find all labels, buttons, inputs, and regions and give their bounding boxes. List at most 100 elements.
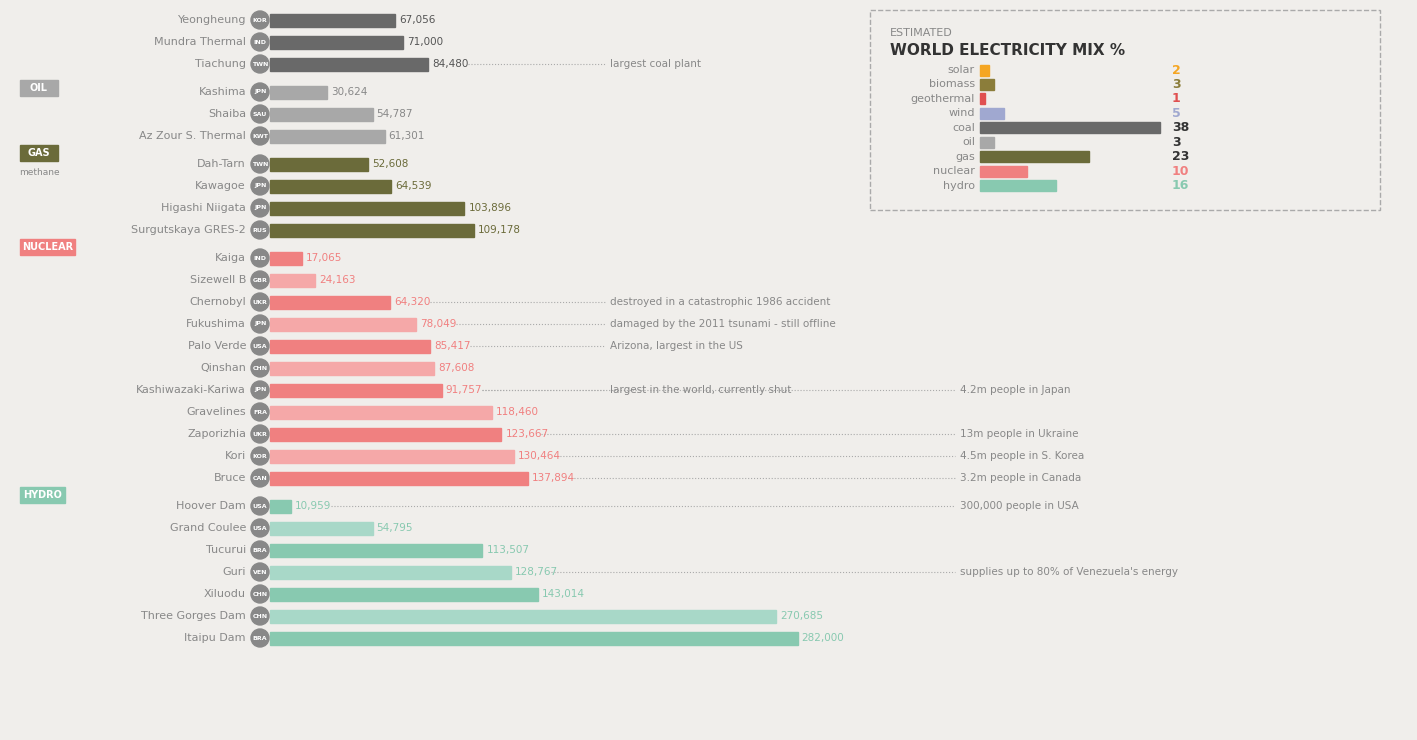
- Circle shape: [251, 519, 269, 537]
- Text: 130,464: 130,464: [519, 451, 561, 461]
- Bar: [271, 383, 442, 397]
- Text: Gravelines: Gravelines: [187, 407, 247, 417]
- Text: geothermal: geothermal: [911, 94, 975, 104]
- Text: Kawagoe: Kawagoe: [196, 181, 247, 191]
- Circle shape: [251, 177, 269, 195]
- Bar: [981, 108, 1003, 119]
- Text: UKR: UKR: [252, 431, 268, 437]
- Text: Three Gorges Dam: Three Gorges Dam: [142, 611, 247, 621]
- Text: Zaporizhia: Zaporizhia: [187, 429, 247, 439]
- Circle shape: [251, 315, 269, 333]
- Bar: [271, 223, 475, 237]
- Bar: [271, 86, 327, 98]
- Circle shape: [251, 541, 269, 559]
- Text: 128,767: 128,767: [514, 567, 558, 577]
- Circle shape: [251, 447, 269, 465]
- Bar: [271, 130, 384, 143]
- Text: RUS: RUS: [252, 227, 268, 232]
- Text: 143,014: 143,014: [541, 589, 585, 599]
- Text: 3: 3: [1172, 135, 1180, 149]
- Bar: [20, 145, 58, 161]
- Circle shape: [251, 629, 269, 647]
- Bar: [981, 79, 995, 90]
- Text: biomass: biomass: [930, 79, 975, 90]
- Bar: [20, 239, 75, 255]
- Text: CHN: CHN: [252, 366, 268, 371]
- Circle shape: [251, 105, 269, 123]
- Circle shape: [251, 381, 269, 399]
- Circle shape: [251, 155, 269, 173]
- Circle shape: [251, 221, 269, 239]
- Circle shape: [251, 271, 269, 289]
- Text: Yeongheung: Yeongheung: [177, 15, 247, 25]
- Text: IND: IND: [254, 39, 266, 44]
- Text: 54,787: 54,787: [377, 109, 412, 119]
- Bar: [981, 64, 989, 75]
- Bar: [20, 80, 58, 95]
- Text: TWN: TWN: [252, 161, 268, 166]
- Text: 78,049: 78,049: [419, 319, 456, 329]
- Bar: [981, 122, 1161, 133]
- Text: hydro: hydro: [942, 181, 975, 191]
- Bar: [271, 201, 465, 215]
- Text: Chernobyl: Chernobyl: [190, 297, 247, 307]
- Bar: [271, 565, 512, 579]
- Text: WORLD ELECTRICITY MIX %: WORLD ELECTRICITY MIX %: [890, 43, 1125, 58]
- Bar: [981, 180, 1056, 191]
- Text: 3: 3: [1172, 78, 1180, 91]
- Text: Kaiga: Kaiga: [215, 253, 247, 263]
- Text: 23: 23: [1172, 150, 1189, 163]
- Text: Xiluodu: Xiluodu: [204, 589, 247, 599]
- Circle shape: [251, 293, 269, 311]
- Bar: [271, 107, 373, 121]
- Text: USA: USA: [252, 343, 268, 349]
- Text: ESTIMATED: ESTIMATED: [890, 28, 952, 38]
- Bar: [271, 340, 429, 352]
- Text: 4.5m people in S. Korea: 4.5m people in S. Korea: [959, 451, 1084, 461]
- Text: 10,959: 10,959: [295, 501, 332, 511]
- Text: Shaiba: Shaiba: [208, 109, 247, 119]
- Circle shape: [251, 497, 269, 515]
- Text: Kashiwazaki-Kariwa: Kashiwazaki-Kariwa: [136, 385, 247, 395]
- Circle shape: [251, 403, 269, 421]
- Bar: [271, 522, 373, 534]
- Circle shape: [251, 55, 269, 73]
- Text: 3.2m people in Canada: 3.2m people in Canada: [959, 473, 1081, 483]
- Text: 123,667: 123,667: [506, 429, 548, 439]
- Text: methane: methane: [18, 168, 60, 177]
- Text: 300,000 people in USA: 300,000 people in USA: [959, 501, 1078, 511]
- Text: damaged by the 2011 tsunami - still offline: damaged by the 2011 tsunami - still offl…: [609, 319, 836, 329]
- Text: Guri: Guri: [222, 567, 247, 577]
- Text: GAS: GAS: [28, 148, 51, 158]
- Circle shape: [251, 563, 269, 581]
- Bar: [981, 166, 1027, 177]
- Bar: [271, 13, 395, 27]
- Text: USA: USA: [252, 503, 268, 508]
- Bar: [271, 428, 502, 440]
- Text: JPN: JPN: [254, 184, 266, 189]
- Text: 16: 16: [1172, 179, 1189, 192]
- Text: solar: solar: [948, 65, 975, 75]
- Text: UKR: UKR: [252, 300, 268, 304]
- Text: OIL: OIL: [30, 83, 48, 92]
- Text: 84,480: 84,480: [432, 59, 469, 69]
- Text: Bruce: Bruce: [214, 473, 247, 483]
- Bar: [271, 158, 368, 170]
- Text: BRA: BRA: [252, 636, 268, 641]
- Text: Dah-Tarn: Dah-Tarn: [197, 159, 247, 169]
- Text: SAU: SAU: [252, 112, 268, 116]
- Text: 24,163: 24,163: [319, 275, 356, 285]
- Circle shape: [251, 585, 269, 603]
- Text: 85,417: 85,417: [434, 341, 470, 351]
- Text: 67,056: 67,056: [400, 15, 436, 25]
- Text: IND: IND: [254, 255, 266, 260]
- Text: Higashi Niigata: Higashi Niigata: [162, 203, 247, 213]
- Bar: [271, 36, 402, 49]
- Bar: [981, 137, 995, 148]
- Bar: [271, 588, 537, 600]
- Text: 64,539: 64,539: [395, 181, 431, 191]
- Bar: [271, 449, 514, 462]
- Text: 13m people in Ukraine: 13m people in Ukraine: [959, 429, 1078, 439]
- Text: KWT: KWT: [252, 133, 268, 138]
- Text: 113,507: 113,507: [486, 545, 530, 555]
